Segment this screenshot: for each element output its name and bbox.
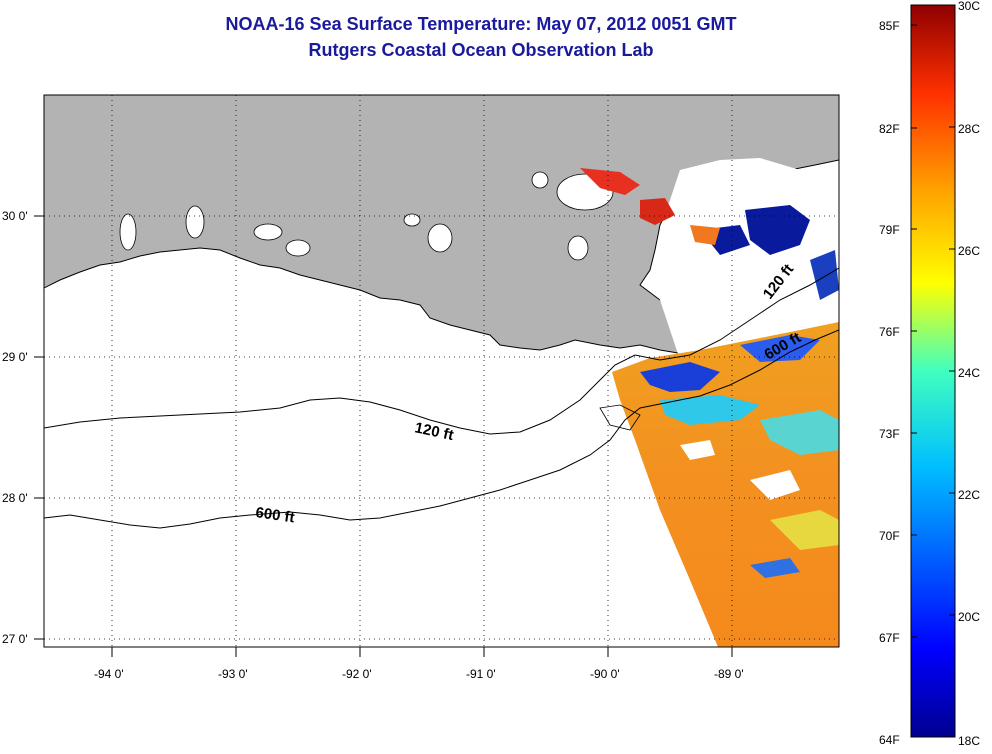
contour-600ft — [44, 329, 839, 529]
lon-tick-label: -89 0' — [714, 667, 744, 681]
colorbar-c-label: 28C — [958, 122, 980, 136]
colorbar-f-label: 67F — [879, 631, 900, 645]
sst-cyan-patch — [660, 395, 760, 425]
colorbar-f-label: 70F — [879, 529, 900, 543]
sst-cool-patch — [640, 362, 720, 392]
colorbar-f-label: 79F — [879, 223, 900, 237]
lon-tick-label: -93 0' — [218, 667, 248, 681]
lat-tick-label: 29 0' — [2, 350, 28, 364]
sst-cloud-gap — [680, 440, 715, 460]
colorbar-c-label: 26C — [958, 244, 980, 258]
lon-tick-label: -90 0' — [590, 667, 620, 681]
lon-tick-label: -94 0' — [94, 667, 124, 681]
lake — [427, 223, 453, 253]
colorbar-f-label: 76F — [879, 325, 900, 339]
map-subtitle: Rutgers Coastal Ocean Observation Lab — [308, 40, 654, 60]
contour-label-600ft: 600 ft — [254, 504, 295, 526]
map-frame — [43, 94, 840, 648]
lake — [567, 235, 589, 261]
colorbar-c-label: 24C — [958, 366, 980, 380]
lat-tick-label: 30 0' — [2, 209, 28, 223]
lon-tick-label: -92 0' — [342, 667, 372, 681]
colorbar-c-label: 20C — [958, 610, 980, 624]
sst-cloud-gap — [750, 470, 800, 500]
sst-cold-patch — [745, 205, 810, 255]
lake — [531, 171, 549, 189]
lake — [253, 223, 283, 241]
lon-tick-label: -91 0' — [466, 667, 496, 681]
colorbar-c-label: 30C — [958, 0, 980, 13]
lake — [185, 205, 205, 239]
map-title: NOAA-16 Sea Surface Temperature: May 07,… — [225, 14, 737, 34]
lake — [403, 213, 421, 227]
contour-120ft — [44, 267, 839, 435]
gridlines — [44, 95, 839, 647]
sst-cool-patch — [750, 558, 800, 578]
lake — [285, 239, 311, 257]
colorbar-f-label: 82F — [879, 122, 900, 136]
colorbar-f-label: 73F — [879, 427, 900, 441]
lake — [119, 213, 137, 251]
sst-cold-patch — [810, 250, 839, 300]
sst-yellow-patch — [770, 510, 839, 550]
colorbar-f-label: 85F — [879, 19, 900, 33]
sst-warm-patch — [580, 168, 640, 195]
sst-cool-patch — [740, 335, 820, 362]
sst-warm-patch — [690, 225, 720, 245]
colorbar-f-label: 64F — [879, 733, 900, 747]
colorbar — [910, 4, 956, 738]
sst-warm-patch — [640, 198, 675, 225]
sst-cyan-patch — [760, 410, 839, 455]
tick-marks — [34, 215, 733, 657]
coastline-offshore — [599, 404, 641, 431]
lat-tick-label: 28 0' — [2, 491, 28, 505]
colorbar-c-label: 18C — [958, 734, 980, 748]
colorbar-c-label: 22C — [958, 488, 980, 502]
colorbar-ticks — [911, 24, 955, 638]
lat-tick-label: 27 0' — [2, 632, 28, 646]
